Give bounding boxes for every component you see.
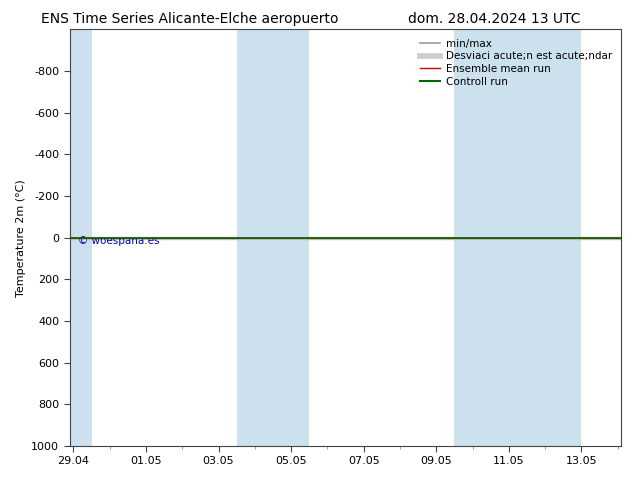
Bar — [70, 29, 91, 446]
Legend: min/max, Desviaci acute;n est acute;ndar, Ensemble mean run, Controll run: min/max, Desviaci acute;n est acute;ndar… — [415, 35, 616, 91]
Y-axis label: Temperature 2m (°C): Temperature 2m (°C) — [16, 179, 26, 296]
Bar — [236, 29, 309, 446]
Bar — [455, 29, 581, 446]
Text: dom. 28.04.2024 13 UTC: dom. 28.04.2024 13 UTC — [408, 12, 581, 26]
Text: © woespana.es: © woespana.es — [78, 236, 160, 245]
Text: ENS Time Series Alicante-Elche aeropuerto: ENS Time Series Alicante-Elche aeropuert… — [41, 12, 339, 26]
